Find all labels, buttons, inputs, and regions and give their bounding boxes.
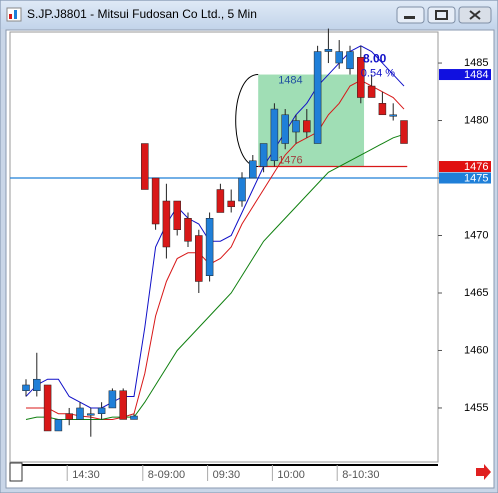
app-icon-bar	[9, 14, 12, 19]
y-tick-label: 1455	[464, 402, 488, 414]
plot-area	[9, 31, 439, 463]
moving-average	[26, 79, 405, 420]
candle-body	[216, 189, 225, 213]
candle-body	[335, 51, 343, 64]
close-glyph	[469, 10, 481, 20]
candle-body	[76, 407, 84, 420]
scroll-thumb[interactable]	[9, 462, 23, 482]
maximize-glyph	[435, 10, 448, 20]
minimize-button[interactable]	[396, 6, 425, 24]
candle-body	[205, 218, 214, 276]
candle-body	[378, 103, 387, 116]
price-tag-label: 1476	[464, 161, 488, 173]
price-tag-label: 1484	[464, 69, 488, 81]
scroll-right-arrow[interactable]	[476, 464, 491, 480]
candle-body	[195, 235, 203, 282]
candle-body	[54, 419, 63, 432]
y-tick-label: 1460	[464, 344, 488, 356]
candle-body	[184, 218, 192, 242]
candle-body	[97, 407, 106, 414]
candle-body	[87, 413, 95, 416]
window-title: S.JP.J8801 - Mitsui Fudosan Co Ltd., 5 M…	[27, 7, 257, 21]
range-change-pct: 0.54 %	[361, 67, 395, 79]
candle-body	[227, 200, 235, 208]
y-tick-label: 1470	[464, 229, 488, 241]
range-high-label: 1484	[278, 74, 302, 86]
moving-average	[25, 133, 405, 420]
x-tick-label: 09:30	[213, 469, 241, 481]
candle-body	[303, 120, 311, 133]
minimize-glyph	[404, 16, 415, 19]
price-tag	[439, 69, 491, 81]
x-tick-label: 8-10:30	[342, 469, 379, 481]
candle-body	[151, 177, 160, 225]
candle-body	[389, 114, 397, 117]
candle-body	[249, 160, 257, 179]
plot-layer: 14551460146514701475148014851484147614:3…	[10, 28, 491, 481]
x-tick-label: 8-09:00	[148, 469, 185, 481]
candle-body	[22, 384, 30, 391]
candle-body	[313, 51, 322, 144]
candle-body	[367, 85, 376, 98]
candle-body	[357, 57, 365, 98]
range-change: 8.00	[363, 52, 387, 66]
price-tag	[439, 161, 491, 173]
candle-body	[33, 378, 41, 391]
candle-body	[324, 48, 333, 52]
candle-body	[400, 120, 408, 144]
candle-body	[65, 413, 73, 420]
candle-body	[270, 108, 279, 162]
candle-body	[281, 114, 289, 144]
candle-body	[173, 200, 181, 231]
x-tick-label: 10:00	[277, 469, 305, 481]
maximize-button[interactable]	[427, 6, 456, 24]
y-tick-label: 1480	[464, 114, 488, 126]
range-low-label: 1476	[278, 154, 302, 166]
price-tag	[439, 172, 491, 184]
candle-body	[162, 200, 171, 248]
candle-body	[108, 390, 117, 409]
candle-body	[119, 390, 127, 420]
candle-body	[141, 143, 149, 190]
candle-body	[259, 143, 268, 167]
candle-body	[43, 384, 52, 432]
price-tag-label: 1475	[464, 172, 488, 184]
y-tick-label: 1465	[464, 287, 488, 299]
x-tick-label: 14:30	[72, 469, 100, 481]
candle-body	[238, 177, 246, 202]
app-icon-bar	[14, 10, 17, 19]
candle-body	[130, 415, 138, 420]
candle-body	[292, 120, 300, 133]
y-tick-label: 1485	[464, 57, 488, 69]
candle-body	[346, 51, 354, 70]
